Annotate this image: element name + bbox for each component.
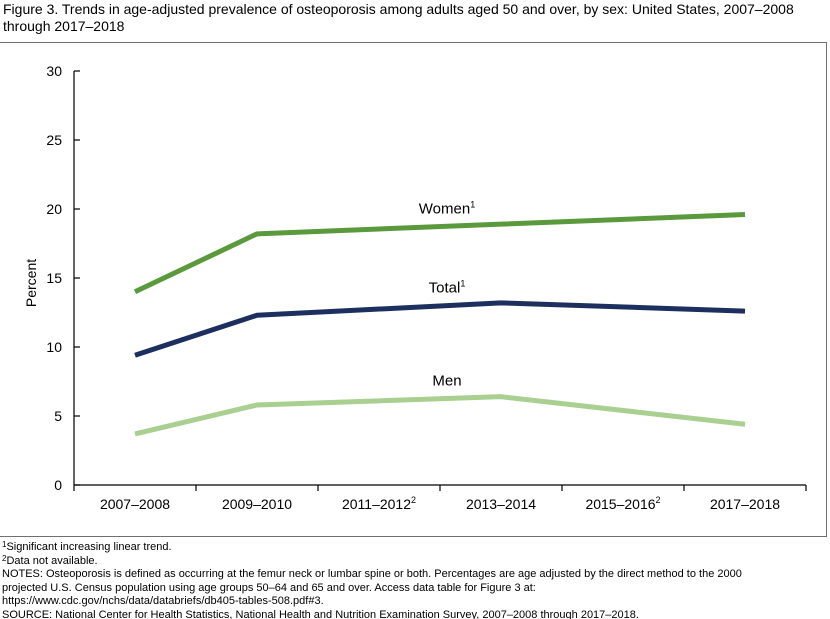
series-line-men	[134, 394, 746, 437]
y-axis-label: Percent	[23, 259, 39, 307]
notes-line-3: https://www.cdc.gov/nchs/data/databriefs…	[2, 595, 324, 607]
y-tick-label: 30	[46, 63, 62, 79]
x-tick-label: 2013–2014	[466, 496, 536, 512]
y-tick-label: 0	[54, 477, 62, 493]
x-tick-label: 2007–2008	[100, 496, 170, 512]
source-line: SOURCE: National Center for Health Stati…	[2, 608, 639, 619]
y-tick-label: 25	[46, 132, 62, 148]
x-tick-label: 2009–2010	[222, 496, 292, 512]
x-tick-label: 2015–20162	[585, 495, 660, 512]
line-chart: 0 5 10 15 20 25 30 2007–2008 2009–2010 2011–20122…	[23, 63, 807, 512]
y-tick-label: 10	[46, 339, 62, 355]
y-tick-label: 20	[46, 201, 62, 217]
x-tick-label: 2011–20122	[342, 495, 416, 512]
series-line-women	[133, 212, 746, 295]
notes-line-1: NOTES: Osteoporosis is defined as occurr…	[2, 568, 742, 580]
y-tick-label: 5	[54, 408, 62, 424]
axes: 0 5 10 15 20 25 30 2007–2008 2009–2010 2011–20122…	[46, 63, 807, 512]
footnotes: 1Significant increasing linear trend. 2D…	[2, 541, 828, 619]
series-labels: Women1 Total1 Men	[419, 199, 475, 389]
chart-frame	[0, 42, 827, 537]
series-label-total: Total1	[429, 279, 466, 297]
y-tick-label: 15	[46, 270, 62, 286]
chart-title: Figure 3. Trends in age-adjusted prevale…	[3, 1, 794, 34]
x-tick-label: 2017–2018	[710, 496, 780, 512]
footnote-2: 2Data not available.	[2, 553, 98, 567]
series-line-total	[134, 300, 746, 358]
series-label-men: Men	[432, 373, 461, 390]
footnote-1: 1Significant increasing linear trend.	[2, 541, 172, 553]
notes-line-2: projected U.S. Census population using a…	[2, 581, 536, 594]
series-label-women: Women1	[419, 199, 475, 217]
series-lines	[133, 212, 746, 437]
